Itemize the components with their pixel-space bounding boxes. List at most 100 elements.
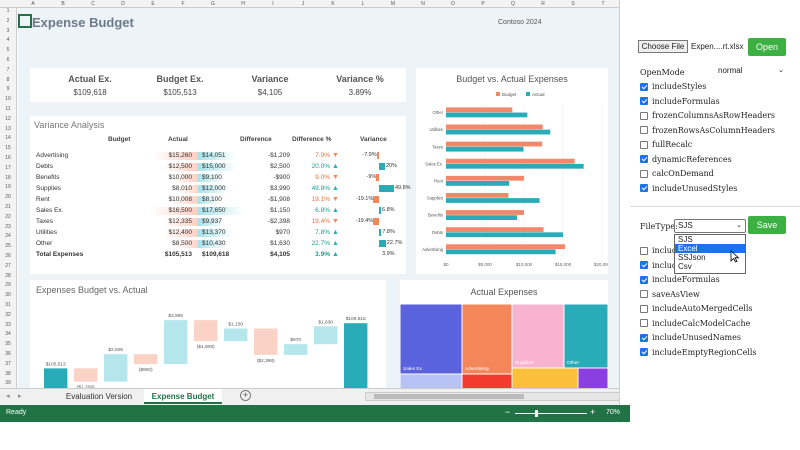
row-header[interactable]: 25	[5, 243, 11, 250]
option-checkbox[interactable]: include	[640, 261, 682, 270]
column-header[interactable]: B	[61, 1, 65, 7]
column-header[interactable]: I	[272, 1, 274, 7]
row-header[interactable]: 37	[5, 360, 11, 367]
checkbox-icon[interactable]	[640, 348, 648, 356]
column-header[interactable]: H	[241, 1, 245, 7]
tab-evaluation-version[interactable]: Evaluation Version	[65, 392, 133, 401]
option-checkbox[interactable]: includeEmptyRegionCells	[640, 348, 757, 357]
option-checkbox[interactable]: calcOnDemand	[640, 169, 714, 178]
option-checkbox[interactable]: frozenRowsAsColumnHeaders	[640, 126, 775, 135]
column-header[interactable]: K	[331, 1, 335, 7]
checkbox-icon[interactable]	[640, 140, 648, 149]
column-header[interactable]: P	[481, 1, 485, 7]
row-header[interactable]: 10	[5, 96, 11, 103]
row-header[interactable]: 4	[6, 37, 10, 44]
row-header[interactable]: 23	[5, 223, 11, 230]
row-header[interactable]: 27	[5, 262, 11, 269]
tab-expense-budget[interactable]: Expense Budget	[144, 389, 222, 404]
checkbox-icon[interactable]	[640, 155, 648, 163]
row-header-bar[interactable]: 1 2 3 4 5 6 7 8 9 10 11 12 13 14 15 16 17 18 19 20 21 22 23 24 2…	[0, 8, 17, 388]
tab-scroll-left-icon[interactable]: ◂	[6, 393, 10, 400]
active-cell[interactable]	[18, 14, 32, 28]
waterfall-chart[interactable]: Expenses Budget vs. Actual $105,513 ($1,20…	[30, 280, 386, 396]
checkbox-icon[interactable]	[640, 126, 648, 134]
add-sheet-icon[interactable]: +	[240, 390, 251, 401]
option-checkbox[interactable]: saveAsView	[640, 290, 700, 299]
option-checkbox[interactable]: includeUnusedStyles	[640, 184, 737, 193]
row-header[interactable]: 12	[5, 115, 11, 122]
column-header[interactable]: J	[301, 1, 305, 7]
row-header[interactable]: 3	[6, 27, 10, 34]
scrollbar-thumb[interactable]	[374, 394, 524, 399]
row-header[interactable]: 14	[5, 135, 11, 142]
column-header[interactable]: F	[181, 1, 185, 7]
column-header[interactable]: E	[151, 1, 155, 7]
row-header[interactable]: 22	[5, 213, 11, 220]
filetype-dropdown[interactable]: SJS Excel SSJson Csv	[674, 234, 746, 274]
row-header[interactable]: 33	[5, 321, 11, 328]
row-header[interactable]: 9	[6, 86, 10, 93]
zoom-slider-handle[interactable]	[535, 410, 538, 417]
checkbox-icon[interactable]	[640, 184, 648, 192]
budget-vs-actual-chart[interactable]: Budget vs. Actual Expenses Budget Actual $0…	[416, 68, 611, 274]
row-header[interactable]: 34	[5, 331, 11, 338]
row-header[interactable]: 28	[5, 272, 11, 279]
checkbox-icon[interactable]	[640, 304, 648, 313]
option-checkbox[interactable]: includeUnusedNames	[640, 333, 741, 342]
row-header[interactable]: 16	[5, 155, 11, 161]
row-header[interactable]: 15	[5, 145, 11, 152]
treemap-chart[interactable]: Actual Expenses Sales Ex. Advertising Suppl…	[399, 280, 609, 397]
zoom-slider[interactable]	[515, 413, 587, 414]
row-header[interactable]: 26	[5, 253, 11, 259]
row-header[interactable]: 20	[5, 194, 11, 201]
row-header[interactable]: 13	[5, 125, 11, 132]
column-header[interactable]: A	[31, 1, 35, 7]
checkbox-icon[interactable]	[640, 169, 648, 178]
row-header[interactable]: 5	[6, 47, 10, 54]
row-header[interactable]: 32	[5, 311, 11, 318]
choose-file-button[interactable]: Choose File	[638, 40, 688, 53]
checkbox-icon[interactable]	[640, 82, 648, 91]
column-header[interactable]: R	[541, 1, 545, 7]
row-header[interactable]: 17	[5, 164, 11, 171]
row-header[interactable]: 21	[5, 204, 11, 210]
row-header[interactable]: 2	[6, 17, 10, 24]
checkbox-icon[interactable]	[640, 261, 648, 269]
row-header[interactable]: 7	[6, 66, 10, 73]
row-header[interactable]: 24	[5, 233, 11, 240]
open-button[interactable]: Open	[748, 38, 786, 56]
column-header[interactable]: Q	[511, 1, 515, 7]
column-header-bar[interactable]: A B C D E F G H I J K L M N O P Q R S T	[0, 0, 619, 8]
checkbox-icon[interactable]	[640, 319, 648, 327]
row-header[interactable]: 11	[5, 106, 11, 112]
row-header[interactable]: 19	[5, 184, 11, 191]
option-checkbox[interactable]: includeStyles	[640, 82, 706, 91]
row-header[interactable]: 38	[5, 370, 11, 377]
row-header[interactable]: 1	[6, 8, 10, 14]
column-header[interactable]: S	[571, 1, 575, 7]
column-header[interactable]: L	[361, 1, 365, 7]
horizontal-scrollbar[interactable]	[365, 392, 619, 401]
checkbox-icon[interactable]	[640, 111, 648, 120]
option-checkbox[interactable]: includeCalcModelCache	[640, 319, 750, 328]
row-header[interactable]: 36	[5, 351, 11, 357]
filetype-select[interactable]: SJS ⌄	[674, 219, 746, 233]
column-header[interactable]: C	[91, 1, 95, 7]
row-header[interactable]: 39	[5, 380, 11, 387]
checkbox-icon[interactable]	[640, 246, 648, 255]
row-header[interactable]: 30	[5, 292, 11, 299]
column-header[interactable]: O	[451, 1, 455, 7]
filetype-option-csv[interactable]: Csv	[678, 262, 692, 271]
row-header[interactable]: 6	[6, 57, 10, 63]
option-checkbox[interactable]: includeAutoMergedCells	[640, 304, 753, 313]
row-header[interactable]: 18	[5, 174, 11, 181]
filetype-option-ssjson[interactable]: SSJson	[678, 253, 706, 262]
option-checkbox[interactable]: include	[640, 246, 682, 255]
row-header[interactable]: 8	[6, 76, 10, 83]
zoom-out-icon[interactable]: −	[505, 407, 511, 417]
checkbox-icon[interactable]	[640, 275, 648, 284]
option-checkbox[interactable]: includeFormulas	[640, 275, 720, 284]
tab-scroll-right-icon[interactable]: ▸	[18, 393, 22, 400]
row-header[interactable]: 31	[5, 302, 11, 308]
